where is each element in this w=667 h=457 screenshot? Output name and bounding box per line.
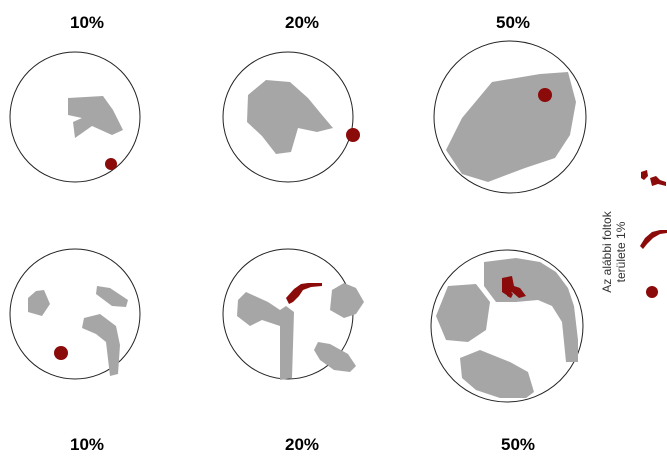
circle-bottom-2 [222, 248, 364, 380]
label-top-2: 20% [285, 13, 319, 32]
legend-red-dot [646, 286, 658, 298]
circle-outline [9, 248, 141, 380]
grey-blot [82, 314, 120, 376]
legend-red-blob-2 [650, 176, 666, 186]
red-spot [105, 158, 117, 170]
circle-bottom-1 [9, 248, 141, 380]
red-spot [346, 128, 360, 142]
legend-red-blob-1 [641, 170, 648, 180]
grey-blot [314, 342, 356, 372]
grey-blot [460, 350, 534, 398]
circle-top-1 [9, 51, 141, 183]
red-spot [538, 88, 552, 102]
legend-red-spots [640, 170, 667, 298]
grey-blot [247, 80, 333, 154]
red-squiggle [286, 283, 322, 304]
side-note-line2: területe 1% [614, 221, 628, 282]
red-spot [507, 290, 513, 298]
grey-blot [68, 96, 123, 138]
circle-outline [9, 51, 141, 183]
label-top-3: 50% [496, 13, 530, 32]
label-bottom-2: 20% [285, 435, 319, 454]
circle-top-2 [222, 51, 360, 183]
grey-blot [28, 290, 50, 316]
circle-top-3 [433, 40, 587, 194]
side-note: Az alábbi foltok területe 1% [600, 210, 628, 292]
grey-blot [237, 292, 294, 380]
grey-blot [96, 286, 128, 307]
label-bottom-1: 10% [70, 435, 104, 454]
circle-bottom-3 [430, 249, 584, 403]
red-spot [54, 346, 68, 360]
side-note-line1: Az alábbi foltok [600, 210, 614, 292]
label-top-1: 10% [70, 13, 104, 32]
grey-blot [436, 284, 490, 342]
legend-red-squiggle [640, 230, 667, 249]
label-bottom-3: 50% [501, 435, 535, 454]
grey-blot [330, 283, 364, 318]
